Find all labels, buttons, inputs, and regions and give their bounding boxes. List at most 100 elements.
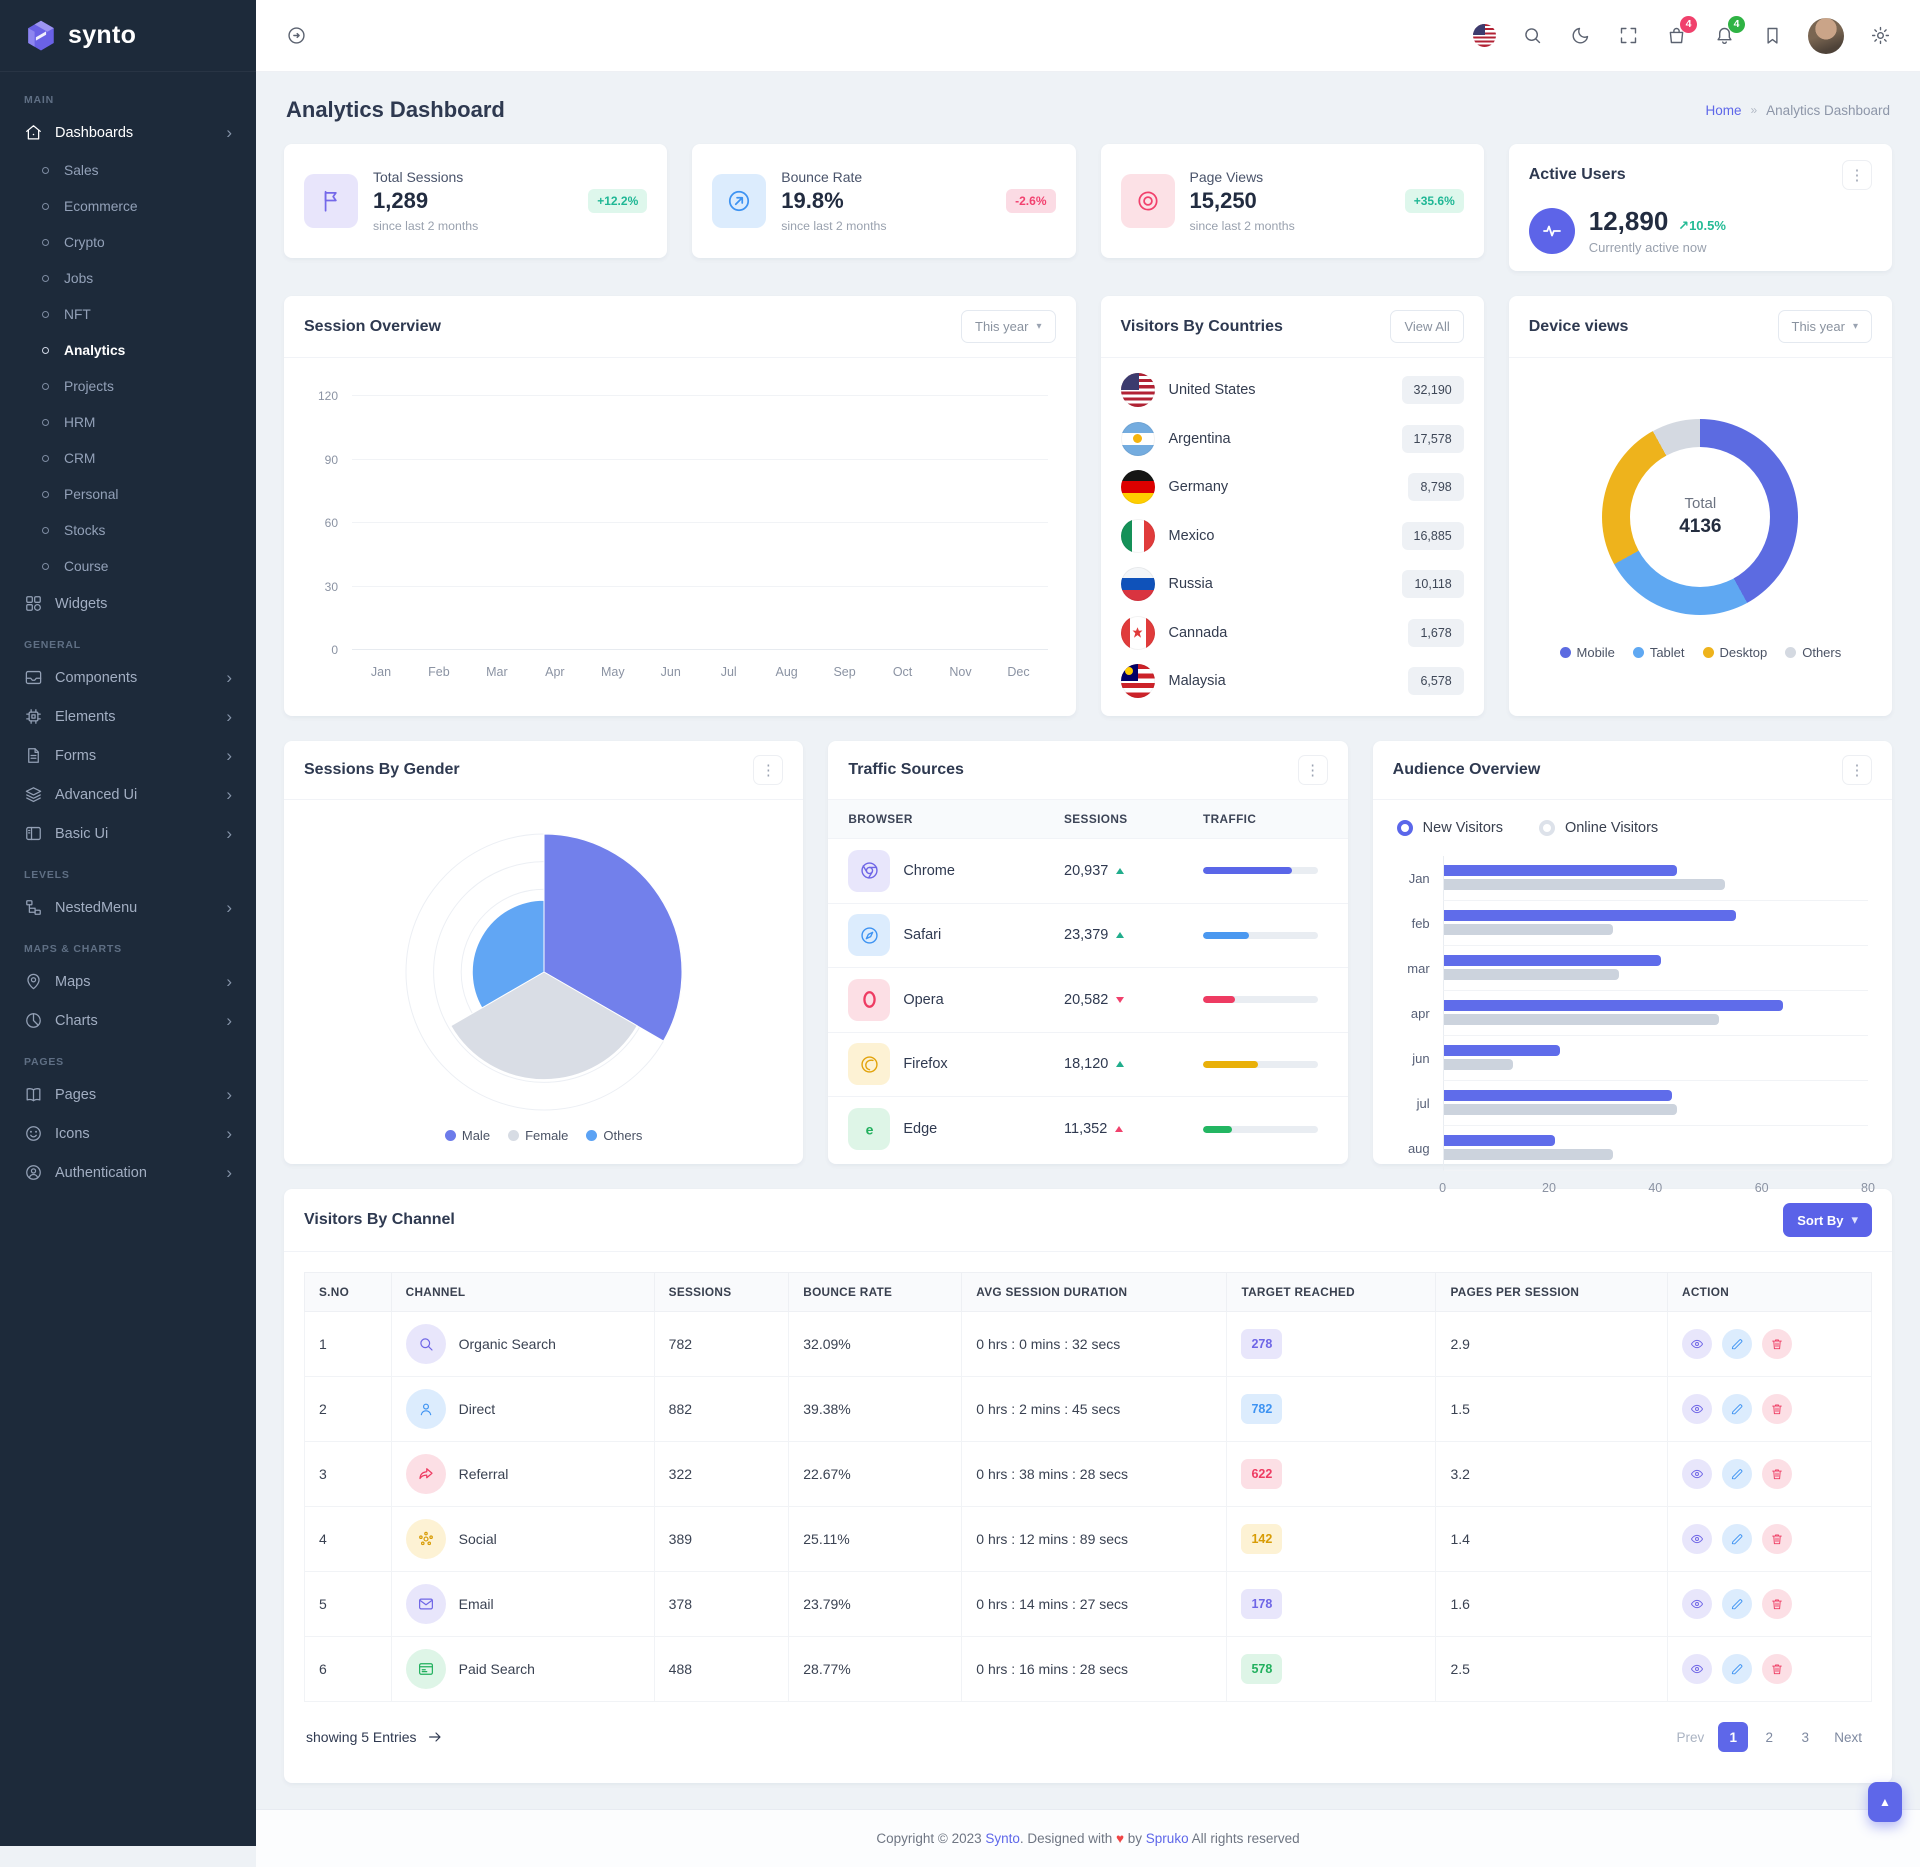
view-button[interactable]	[1682, 1459, 1712, 1489]
sidebar-subitem-analytics[interactable]: Analytics	[14, 332, 242, 368]
edit-button[interactable]	[1722, 1589, 1752, 1619]
sidebar-subitem-ecommerce[interactable]: Ecommerce	[14, 188, 242, 224]
delete-button[interactable]	[1762, 1394, 1792, 1424]
sidebar-item-basic-ui[interactable]: Basic Ui ›	[14, 814, 242, 853]
sidebar-subitem-crypto[interactable]: Crypto	[14, 224, 242, 260]
channel-col-channel[interactable]: CHANNEL	[391, 1273, 654, 1312]
channel-col-bounce-rate[interactable]: BOUNCE RATE	[789, 1273, 962, 1312]
country-row-cannada[interactable]: Cannada 1,678	[1121, 609, 1464, 658]
spruko-link[interactable]: Spruko	[1146, 1831, 1189, 1846]
kebab-menu-icon[interactable]: ⋮	[753, 755, 783, 785]
sidebar-subitem-sales[interactable]: Sales	[14, 152, 242, 188]
legend-mobile[interactable]: Mobile	[1560, 645, 1615, 660]
channel-col-target-reached[interactable]: TARGET REACHED	[1227, 1273, 1436, 1312]
synto-link[interactable]: Synto	[985, 1831, 1020, 1846]
view-button[interactable]	[1682, 1394, 1712, 1424]
legend-male[interactable]: Male	[445, 1128, 490, 1143]
delete-button[interactable]	[1762, 1329, 1792, 1359]
user-avatar[interactable]	[1808, 18, 1844, 54]
showing-entries[interactable]: showing 5 Entries	[306, 1729, 443, 1745]
delete-button[interactable]	[1762, 1654, 1792, 1684]
channel-col-avg-session-duration[interactable]: AVG SESSION DURATION	[962, 1273, 1227, 1312]
new-visitors-bar[interactable]	[1444, 1000, 1783, 1011]
sidebar-item-pages[interactable]: Pages ›	[14, 1075, 242, 1114]
sidebar-item-elements[interactable]: Elements ›	[14, 697, 242, 736]
country-row-malaysia[interactable]: Malaysia 6,578	[1121, 657, 1464, 706]
online-visitors-bar[interactable]	[1444, 1014, 1720, 1025]
sidebar-subitem-jobs[interactable]: Jobs	[14, 260, 242, 296]
new-visitors-bar[interactable]	[1444, 1135, 1556, 1146]
channel-col-action[interactable]: ACTION	[1668, 1273, 1872, 1312]
sidebar-subitem-projects[interactable]: Projects	[14, 368, 242, 404]
page-button-next[interactable]: Next	[1826, 1722, 1870, 1752]
online-visitors-bar[interactable]	[1444, 879, 1725, 890]
country-row-united-states[interactable]: United States 32,190	[1121, 366, 1464, 415]
breadcrumb-home-link[interactable]: Home	[1705, 103, 1741, 118]
view-button[interactable]	[1682, 1654, 1712, 1684]
sort-by-button[interactable]: Sort By▾	[1783, 1203, 1872, 1237]
sidebar-item-components[interactable]: Components ›	[14, 658, 242, 697]
sidebar-item-icons[interactable]: Icons ›	[14, 1114, 242, 1153]
traffic-row-edge[interactable]: e Edge 11,352	[828, 1097, 1347, 1162]
legend-others[interactable]: Others	[586, 1128, 642, 1143]
new-visitors-bar[interactable]	[1444, 1045, 1561, 1056]
sidebar-toggle-button[interactable]	[284, 24, 308, 48]
bookmark-button[interactable]	[1760, 24, 1784, 48]
sidebar-item-maps[interactable]: Maps ›	[14, 962, 242, 1001]
country-row-russia[interactable]: Russia 10,118	[1121, 560, 1464, 609]
fullscreen-button[interactable]	[1616, 24, 1640, 48]
legend-female[interactable]: Female	[508, 1128, 568, 1143]
new-visitors-bar[interactable]	[1444, 865, 1677, 876]
view-button[interactable]	[1682, 1589, 1712, 1619]
view-all-button[interactable]: View All	[1390, 310, 1463, 343]
online-visitors-bar[interactable]	[1444, 1149, 1614, 1160]
edit-button[interactable]	[1722, 1654, 1752, 1684]
sidebar-item-widgets[interactable]: Widgets	[14, 584, 242, 623]
sidebar-item-advanced-ui[interactable]: Advanced Ui ›	[14, 775, 242, 814]
notifications-button[interactable]: 4	[1712, 24, 1736, 48]
device-views-filter[interactable]: This year▾	[1778, 310, 1873, 343]
country-row-argentina[interactable]: Argentina 17,578	[1121, 415, 1464, 464]
channel-col-pages-per-session[interactable]: PAGES PER SESSION	[1436, 1273, 1668, 1312]
country-row-germany[interactable]: Germany 8,798	[1121, 463, 1464, 512]
legend-desktop[interactable]: Desktop	[1703, 645, 1768, 660]
online-visitors-bar[interactable]	[1444, 924, 1614, 935]
sidebar-item-forms[interactable]: Forms ›	[14, 736, 242, 775]
country-row-mexico[interactable]: Mexico 16,885	[1121, 512, 1464, 561]
legend-tablet[interactable]: Tablet	[1633, 645, 1685, 660]
settings-button[interactable]	[1868, 24, 1892, 48]
traffic-row-opera[interactable]: Opera 20,582	[828, 968, 1347, 1033]
channel-col-s-no[interactable]: S.NO	[305, 1273, 392, 1312]
edit-button[interactable]	[1722, 1459, 1752, 1489]
view-button[interactable]	[1682, 1329, 1712, 1359]
page-button-prev[interactable]: Prev	[1668, 1722, 1712, 1752]
session-overview-filter[interactable]: This year▾	[961, 310, 1056, 343]
traffic-row-safari[interactable]: Safari 23,379	[828, 904, 1347, 969]
sidebar-subitem-personal[interactable]: Personal	[14, 476, 242, 512]
language-flag-button[interactable]	[1472, 24, 1496, 48]
legend-others[interactable]: Others	[1785, 645, 1841, 660]
traffic-row-firefox[interactable]: Firefox 18,120	[828, 1033, 1347, 1098]
sidebar-item-nestedmenu[interactable]: NestedMenu ›	[14, 888, 242, 927]
sidebar-subitem-crm[interactable]: CRM	[14, 440, 242, 476]
online-visitors-bar[interactable]	[1444, 969, 1619, 980]
online-visitors-bar[interactable]	[1444, 1104, 1677, 1115]
sidebar-item-charts[interactable]: Charts ›	[14, 1001, 242, 1040]
kebab-menu-icon[interactable]: ⋮	[1842, 755, 1872, 785]
traffic-row-chrome[interactable]: Chrome 20,937	[828, 839, 1347, 904]
sidebar-item-dashboards[interactable]: Dashboards ›	[14, 113, 242, 152]
dark-mode-button[interactable]	[1568, 24, 1592, 48]
search-button[interactable]	[1520, 24, 1544, 48]
sidebar-subitem-nft[interactable]: NFT	[14, 296, 242, 332]
legend-new-visitors[interactable]: New Visitors	[1397, 820, 1503, 836]
kebab-menu-icon[interactable]: ⋮	[1298, 755, 1328, 785]
view-button[interactable]	[1682, 1524, 1712, 1554]
sidebar-item-authentication[interactable]: Authentication ›	[14, 1153, 242, 1192]
app-logo[interactable]: synto	[0, 0, 256, 72]
delete-button[interactable]	[1762, 1524, 1792, 1554]
legend-online-visitors[interactable]: Online Visitors	[1539, 820, 1658, 836]
edit-button[interactable]	[1722, 1394, 1752, 1424]
cart-button[interactable]: 4	[1664, 24, 1688, 48]
sidebar-subitem-hrm[interactable]: HRM	[14, 404, 242, 440]
new-visitors-bar[interactable]	[1444, 1090, 1672, 1101]
